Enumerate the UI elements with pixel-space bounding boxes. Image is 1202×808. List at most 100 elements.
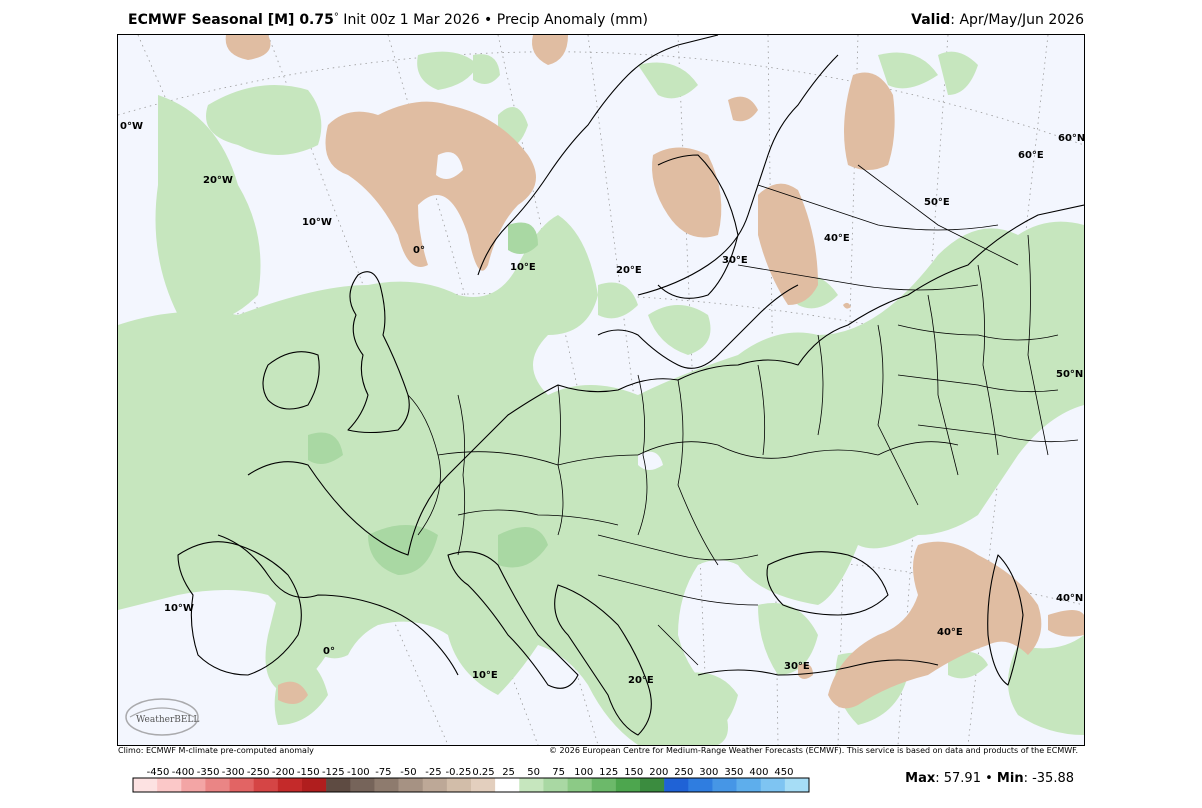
colorbar-swatch [543,778,568,792]
colorbar-swatch [712,778,737,792]
label-lon-60e: 60°E [1018,150,1044,161]
coastlines [177,35,1084,736]
negative-anomaly-areas [225,35,1084,709]
colorbar-swatch [495,778,520,792]
strong-positive-areas [308,222,548,575]
climo-note: Climo: ECMWF M-climate pre-computed anom… [118,746,314,755]
label-lon-20e-south: 20°E [628,675,654,686]
max-label: Max [905,771,936,786]
label-lon-40e: 40°E [824,233,850,244]
colorbar-tick-label: 350 [724,767,743,778]
colorbar-tick-label: -100 [347,767,370,778]
colorbar-tick-label: 50 [527,767,540,778]
label-lon-10e: 10°E [510,262,536,273]
colorbar-tick-label: -50 [400,767,416,778]
max-value: : 57.91 [935,771,981,786]
colorbar-swatch [615,778,641,792]
colorbar-svg: -450 -400 -350 -300 -250 -200 -150 -125 -100 -75-… [132,767,810,793]
colorbar-tick-label: 25 [502,767,515,778]
colorbar-swatch [253,778,279,792]
colorbar-swatch [133,778,158,792]
label-lat-40n: 40°N [1056,593,1083,604]
white-areas [436,152,663,470]
country-borders [407,164,1079,666]
colorbar-tick-label: -0.25 [446,767,472,778]
colorbar-swatch [205,778,230,792]
colorbar-border [132,777,810,793]
colorbar-tick-label: -300 [222,767,245,778]
colorbar-swatch [640,778,665,792]
label-lon-30e: 30°E [722,255,748,266]
colorbar-swatch [688,778,713,792]
label-lat-60n: 60°N [1058,133,1084,144]
label-lat-50n: 50°N [1056,369,1083,380]
colorbar-swatch [277,778,303,792]
valid-label: Valid [911,12,951,28]
colorbar-tick-label: -150 [297,767,320,778]
colorbar-tick-label: 125 [599,767,618,778]
colorbar-tick-label: -400 [172,767,195,778]
colorbar-tick-label: -250 [247,767,270,778]
max-min-stats: Max: 57.91 • Min: -35.88 [905,771,1074,786]
colorbar-swatch [157,778,182,792]
label-lon-40e-south: 40°E [937,627,963,638]
colorbar-swatch [471,778,496,792]
stats-separator: • [980,771,997,786]
label-lon-0: 0° [413,245,425,256]
map-canvas: 0°W 20°W 10°W 0° 10°E 20°E 30°E 40°E 50°… [118,35,1084,745]
colorbar-swatch [591,778,617,792]
colorbar-swatch [446,778,472,792]
colorbar-swatch [784,778,810,792]
colorbar-swatch [422,778,448,792]
colorbar-swatch [326,778,351,792]
label-lon-0-south: 0° [323,646,335,657]
weatherbell-logo: WeatherBELL [122,695,212,743]
colorbar-tick-label: 0.25 [472,767,494,778]
colorbar-tick-label: -125 [322,767,345,778]
label-lon-10w: 10°W [302,217,332,228]
label-lon-50e: 50°E [924,197,950,208]
colorbar-swatch [181,778,206,792]
colorbar-tick-label: -200 [272,767,295,778]
field-name: Precip Anomaly (mm) [496,12,649,28]
degree-symbol: ° [333,12,339,23]
init-time: Init 00z 1 Mar 2026 [338,12,480,28]
label-lon-10e-south: 10°E [472,670,498,681]
colorbar-swatch [567,778,593,792]
colorbar-swatch [398,778,424,792]
colorbar-swatch [302,778,327,792]
grid-labels: 0°W 20°W 10°W 0° 10°E 20°E 30°E 40°E 50°… [120,121,1084,686]
colorbar-tick-label: 100 [574,767,593,778]
label-lon-20w: 20°W [203,175,233,186]
colorbar-tick-label: 450 [774,767,793,778]
colorbar-tick-label: 200 [649,767,668,778]
colorbar-swatch [519,778,544,792]
colorbar-tick-label: 75 [552,767,565,778]
min-value: : -35.88 [1023,771,1074,786]
colorbar-swatch [760,778,786,792]
valid-value: : Apr/May/Jun 2026 [950,12,1084,28]
colorbar-tick-label: 400 [749,767,768,778]
precip-anomaly-map: 0°W 20°W 10°W 0° 10°E 20°E 30°E 40°E 50°… [117,34,1085,746]
positive-anomaly-areas [118,51,1084,745]
colorbar-swatch [229,778,255,792]
colorbar-tick-label: -450 [147,767,170,778]
colorbar-tick-label: -25 [425,767,441,778]
colorbar-tick-label: -350 [197,767,220,778]
colorbar-tick-label: -75 [375,767,391,778]
colorbar-swatch [374,778,399,792]
label-lon-30e-south: 30°E [784,661,810,672]
bullet-separator: • [479,12,497,28]
colorbar-swatch [664,778,689,792]
copyright-note: © 2026 European Centre for Medium-Range … [549,746,1078,755]
logo-text: WeatherBELL [136,715,199,725]
colorbar-tick-label: 250 [674,767,693,778]
min-label: Min [996,771,1024,786]
colorbar: -450 -400 -350 -300 -250 -200 -150 -125 -100 -75-… [132,766,812,800]
colorbar-tick-label: 300 [699,767,718,778]
label-lon-30w: 0°W [120,121,143,132]
colorbar-tick-label: 150 [624,767,643,778]
valid-period: Valid: Apr/May/Jun 2026 [911,12,1084,28]
colorbar-swatch [350,778,375,792]
colorbar-swatch [736,778,762,792]
